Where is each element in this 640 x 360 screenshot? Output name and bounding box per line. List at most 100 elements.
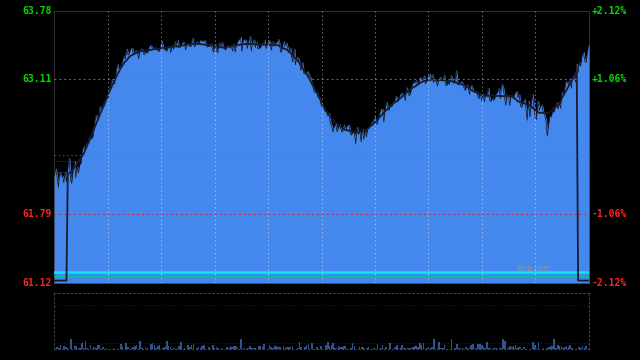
- Bar: [313, 348, 314, 349]
- Bar: [436, 348, 438, 349]
- Bar: [417, 347, 419, 349]
- Bar: [405, 348, 406, 349]
- Text: +2.12%: +2.12%: [591, 6, 627, 16]
- Bar: [67, 348, 68, 349]
- Bar: [550, 346, 552, 349]
- Bar: [218, 348, 219, 349]
- Bar: [226, 347, 228, 349]
- Bar: [341, 347, 343, 349]
- Bar: [306, 345, 307, 349]
- Bar: [260, 346, 261, 349]
- Bar: [490, 348, 492, 349]
- Bar: [484, 347, 486, 349]
- Bar: [332, 343, 334, 349]
- Bar: [196, 348, 198, 349]
- Bar: [102, 347, 104, 349]
- Bar: [205, 348, 207, 349]
- Text: 61.79: 61.79: [22, 209, 52, 219]
- Bar: [60, 345, 61, 349]
- Bar: [573, 348, 575, 349]
- Bar: [438, 342, 440, 349]
- Bar: [493, 348, 495, 349]
- Bar: [279, 347, 281, 349]
- Bar: [189, 347, 191, 349]
- Bar: [461, 348, 463, 349]
- Bar: [477, 344, 479, 349]
- Bar: [65, 347, 67, 349]
- Bar: [77, 348, 79, 349]
- Bar: [403, 348, 404, 349]
- Bar: [316, 347, 318, 349]
- Bar: [338, 346, 339, 349]
- Bar: [486, 342, 488, 349]
- Bar: [212, 345, 214, 349]
- Bar: [308, 344, 309, 349]
- Bar: [330, 345, 332, 349]
- Bar: [440, 348, 442, 349]
- Bar: [563, 348, 564, 349]
- Bar: [106, 348, 108, 349]
- Bar: [559, 346, 561, 349]
- Bar: [125, 343, 127, 349]
- Bar: [292, 346, 293, 349]
- Bar: [586, 346, 587, 349]
- Bar: [548, 347, 550, 349]
- Bar: [410, 348, 412, 349]
- Bar: [214, 348, 215, 349]
- Bar: [428, 347, 429, 349]
- Bar: [255, 348, 256, 349]
- Bar: [177, 348, 178, 349]
- Bar: [467, 348, 468, 349]
- Bar: [582, 346, 584, 349]
- Bar: [228, 348, 230, 349]
- Bar: [350, 348, 351, 349]
- Bar: [90, 346, 92, 349]
- Bar: [179, 346, 180, 349]
- Bar: [58, 348, 60, 349]
- Bar: [283, 346, 284, 349]
- Bar: [99, 345, 100, 349]
- Bar: [237, 347, 238, 349]
- Bar: [580, 348, 582, 349]
- Text: 63.78: 63.78: [22, 6, 52, 16]
- Bar: [116, 348, 118, 349]
- Bar: [276, 346, 277, 349]
- Bar: [202, 346, 203, 349]
- Bar: [163, 348, 164, 349]
- Bar: [327, 342, 328, 349]
- Bar: [577, 348, 578, 349]
- Bar: [320, 346, 321, 349]
- Bar: [483, 347, 484, 349]
- Bar: [286, 347, 288, 349]
- Bar: [451, 339, 452, 349]
- Bar: [131, 347, 132, 349]
- Bar: [334, 348, 335, 349]
- Bar: [168, 346, 170, 349]
- Bar: [173, 348, 175, 349]
- Bar: [500, 348, 502, 349]
- Bar: [568, 347, 569, 349]
- Bar: [288, 347, 290, 349]
- Bar: [262, 347, 263, 349]
- Bar: [74, 346, 76, 349]
- Bar: [352, 343, 353, 349]
- Bar: [520, 347, 522, 349]
- Bar: [499, 348, 500, 349]
- Bar: [375, 348, 376, 349]
- Bar: [554, 339, 555, 349]
- Bar: [339, 347, 341, 349]
- Bar: [398, 348, 399, 349]
- Bar: [198, 347, 200, 349]
- Bar: [274, 346, 275, 349]
- Bar: [166, 341, 168, 349]
- Bar: [193, 343, 194, 349]
- Bar: [311, 343, 313, 349]
- Bar: [56, 347, 58, 349]
- Bar: [76, 346, 77, 349]
- Bar: [556, 347, 557, 349]
- Bar: [251, 348, 253, 349]
- Bar: [63, 346, 65, 349]
- Bar: [536, 348, 538, 349]
- Bar: [366, 348, 367, 349]
- Bar: [495, 347, 497, 349]
